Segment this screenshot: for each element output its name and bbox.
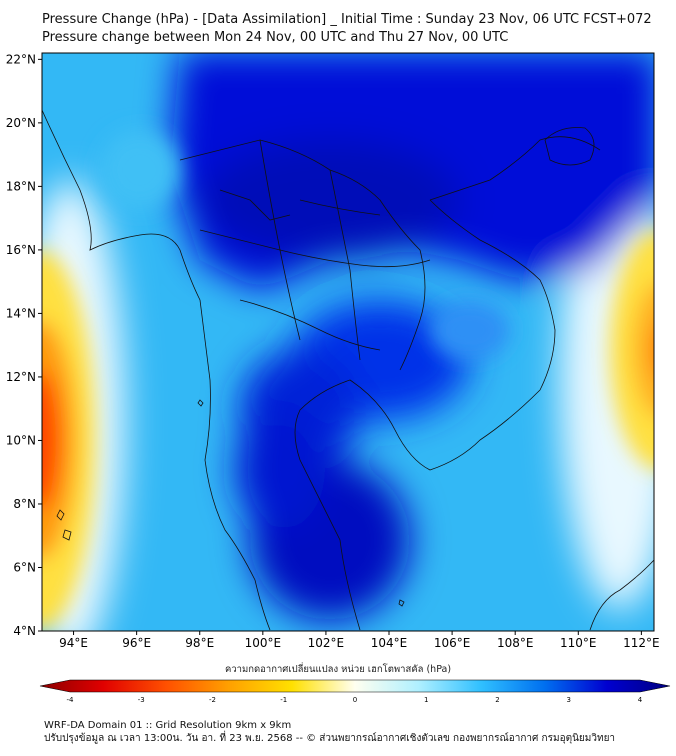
colorbar-tick-label: 4 xyxy=(638,696,643,704)
lon-tick-label: 98°E xyxy=(185,636,214,650)
lon-tick-label: 102°E xyxy=(308,636,345,650)
lon-tick-label: 110°E xyxy=(560,636,597,650)
colorbar-tick-label: -4 xyxy=(67,696,75,704)
longitude-ticks: 94°E 96°E 98°E 100°E 102°E 104°E 106°E 108°E 110… xyxy=(59,631,660,650)
lon-tick-label: 108°E xyxy=(497,636,534,650)
lat-tick-label: 22°N xyxy=(6,52,36,66)
colorbar-tick-label: -1 xyxy=(280,696,287,704)
lon-tick-label: 104°E xyxy=(371,636,408,650)
plot-frame xyxy=(41,52,655,632)
lat-tick-label: 8°N xyxy=(13,497,36,511)
lat-tick-label: 10°N xyxy=(6,433,36,447)
colorbar-tick-label: 2 xyxy=(495,696,499,704)
map-title: Pressure Change (hPa) - [Data Assimilati… xyxy=(42,12,652,27)
colorbar-tick-label: 3 xyxy=(567,696,571,704)
lat-tick-label: 20°N xyxy=(6,116,36,130)
lon-tick-label: 106°E xyxy=(434,636,471,650)
coastlines xyxy=(42,109,654,631)
map-subtitle: Pressure change between Mon 24 Nov, 00 U… xyxy=(42,30,509,45)
colorbar: -4 -3 -2 -1 0 1 2 3 4 xyxy=(39,679,671,704)
lon-tick-label: 94°E xyxy=(59,636,88,650)
lat-tick-label: 14°N xyxy=(6,306,36,320)
lat-tick-label: 4°N xyxy=(13,624,36,638)
lat-tick-label: 6°N xyxy=(13,560,36,574)
footer-model-info: WRF-DA Domain 01 :: Grid Resolution 9km … xyxy=(44,720,292,731)
colorbar-scale xyxy=(39,679,671,693)
pressure-field xyxy=(42,53,654,631)
lon-tick-label: 96°E xyxy=(122,636,151,650)
footer-update-info: ปรับปรุงข้อมูล ณ เวลา 13:00น. วัน อา. ที… xyxy=(44,733,616,744)
latitude-ticks: 22°N 20°N 18°N 16°N 14°N 12°N 10°N 8°N 6°N 4°N xyxy=(6,52,42,638)
lon-tick-label: 112°E xyxy=(623,636,660,650)
colorbar-tick-label: 1 xyxy=(424,696,428,704)
lat-tick-label: 16°N xyxy=(6,243,36,257)
lat-tick-label: 18°N xyxy=(6,179,36,193)
colorbar-tick-label: -2 xyxy=(209,696,216,704)
colorbar-label: ความกดอากาศเปลี่ยนแปลง หน่วย เฮกโตพาสคัล… xyxy=(224,664,452,675)
colorbar-tick-label: 0 xyxy=(353,696,357,704)
lon-tick-label: 100°E xyxy=(245,636,282,650)
colorbar-tick-label: -3 xyxy=(138,696,145,704)
lat-tick-label: 12°N xyxy=(6,370,36,384)
